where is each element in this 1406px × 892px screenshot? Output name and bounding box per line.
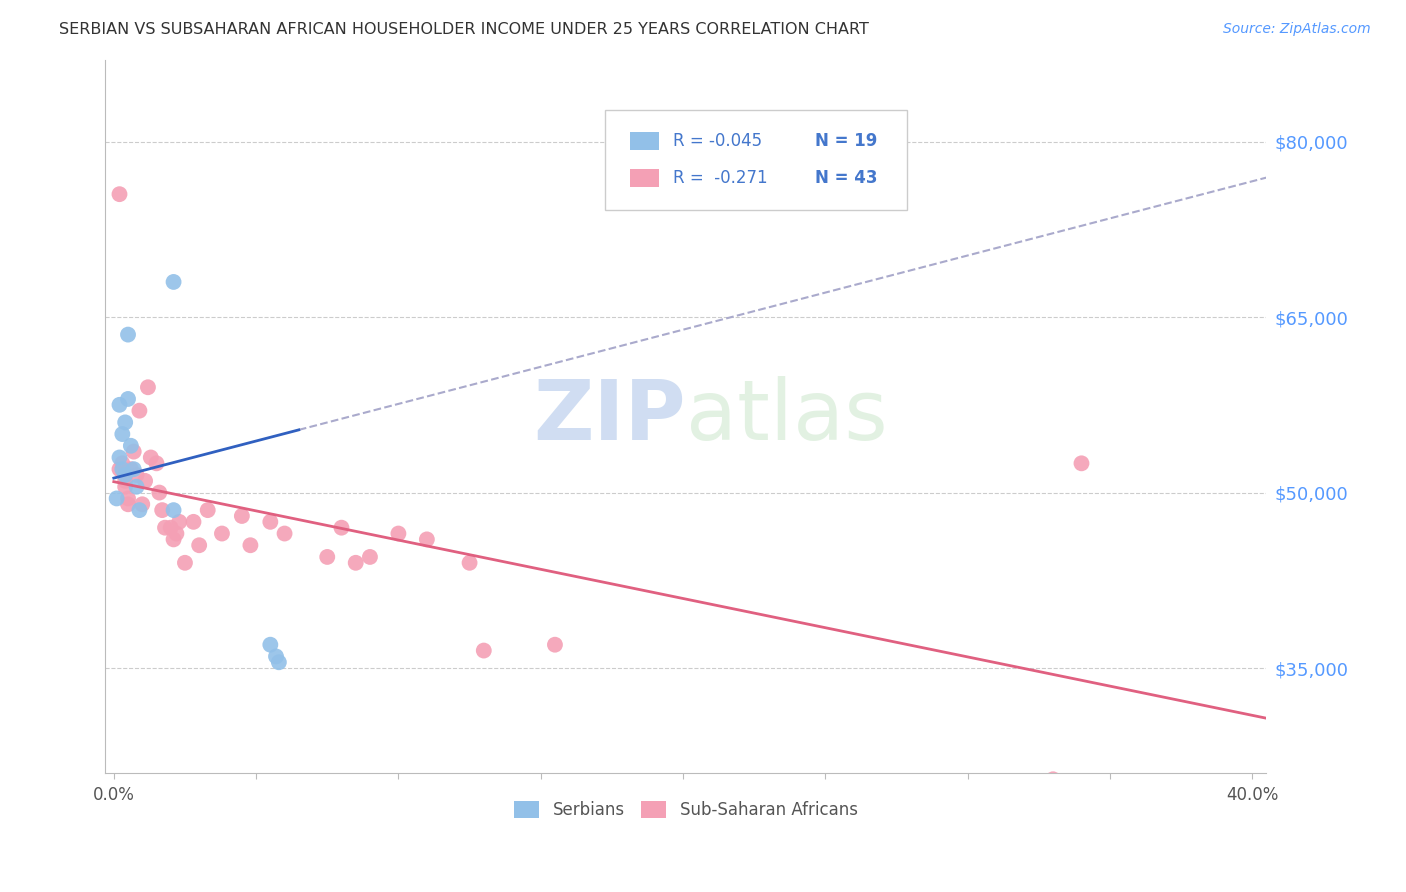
Point bbox=[148, 485, 170, 500]
Point bbox=[174, 556, 197, 570]
Point bbox=[330, 521, 353, 535]
Point bbox=[165, 526, 187, 541]
Point bbox=[114, 474, 136, 488]
Point bbox=[131, 497, 153, 511]
Point bbox=[145, 456, 167, 470]
Text: Source: ZipAtlas.com: Source: ZipAtlas.com bbox=[1223, 22, 1371, 37]
Point bbox=[1070, 456, 1092, 470]
Text: R = -0.045: R = -0.045 bbox=[673, 132, 762, 150]
Point bbox=[117, 327, 139, 342]
Point bbox=[211, 526, 233, 541]
FancyBboxPatch shape bbox=[630, 132, 659, 150]
Point bbox=[359, 549, 381, 564]
Point bbox=[162, 503, 184, 517]
Point bbox=[108, 450, 131, 465]
Point bbox=[111, 462, 134, 476]
Point bbox=[125, 480, 148, 494]
Point bbox=[153, 521, 176, 535]
Text: R =  -0.271: R = -0.271 bbox=[673, 169, 768, 187]
Point bbox=[122, 444, 145, 458]
Point bbox=[105, 491, 128, 506]
Point bbox=[239, 538, 262, 552]
Point bbox=[344, 556, 367, 570]
Point bbox=[108, 398, 131, 412]
Point bbox=[316, 549, 339, 564]
Point bbox=[159, 521, 181, 535]
Point bbox=[259, 638, 281, 652]
Point bbox=[139, 450, 162, 465]
Text: atlas: atlas bbox=[686, 376, 887, 457]
Point bbox=[167, 515, 190, 529]
Point bbox=[117, 392, 139, 406]
Text: N = 43: N = 43 bbox=[815, 169, 877, 187]
Point bbox=[111, 456, 134, 470]
Point bbox=[117, 491, 139, 506]
Point bbox=[111, 427, 134, 442]
Point bbox=[120, 439, 142, 453]
Point bbox=[544, 638, 567, 652]
Point bbox=[120, 462, 142, 476]
Point bbox=[700, 158, 723, 172]
Point bbox=[114, 416, 136, 430]
Point bbox=[188, 538, 211, 552]
Point bbox=[108, 462, 131, 476]
Point bbox=[162, 533, 184, 547]
FancyBboxPatch shape bbox=[630, 169, 659, 187]
Text: SERBIAN VS SUBSAHARAN AFRICAN HOUSEHOLDER INCOME UNDER 25 YEARS CORRELATION CHAR: SERBIAN VS SUBSAHARAN AFRICAN HOUSEHOLDE… bbox=[59, 22, 869, 37]
Text: N = 19: N = 19 bbox=[815, 132, 877, 150]
Point bbox=[267, 655, 290, 669]
Point bbox=[264, 649, 287, 664]
Point bbox=[114, 468, 136, 483]
Point bbox=[125, 468, 148, 483]
Point bbox=[128, 403, 150, 417]
Point bbox=[122, 462, 145, 476]
Point bbox=[114, 480, 136, 494]
Text: ZIP: ZIP bbox=[533, 376, 686, 457]
Point bbox=[416, 533, 439, 547]
Point bbox=[197, 503, 219, 517]
Point bbox=[259, 515, 281, 529]
Point bbox=[183, 515, 205, 529]
FancyBboxPatch shape bbox=[605, 110, 907, 210]
Point bbox=[108, 187, 131, 202]
Point bbox=[231, 508, 253, 523]
Legend: Serbians, Sub-Saharan Africans: Serbians, Sub-Saharan Africans bbox=[508, 794, 865, 826]
Point bbox=[134, 474, 156, 488]
Point bbox=[273, 526, 295, 541]
Point bbox=[136, 380, 159, 394]
Point bbox=[458, 556, 481, 570]
Point bbox=[162, 275, 184, 289]
Point bbox=[1042, 772, 1064, 787]
Point bbox=[128, 503, 150, 517]
Point bbox=[150, 503, 173, 517]
Point bbox=[117, 497, 139, 511]
Point bbox=[472, 643, 495, 657]
Point bbox=[387, 526, 409, 541]
